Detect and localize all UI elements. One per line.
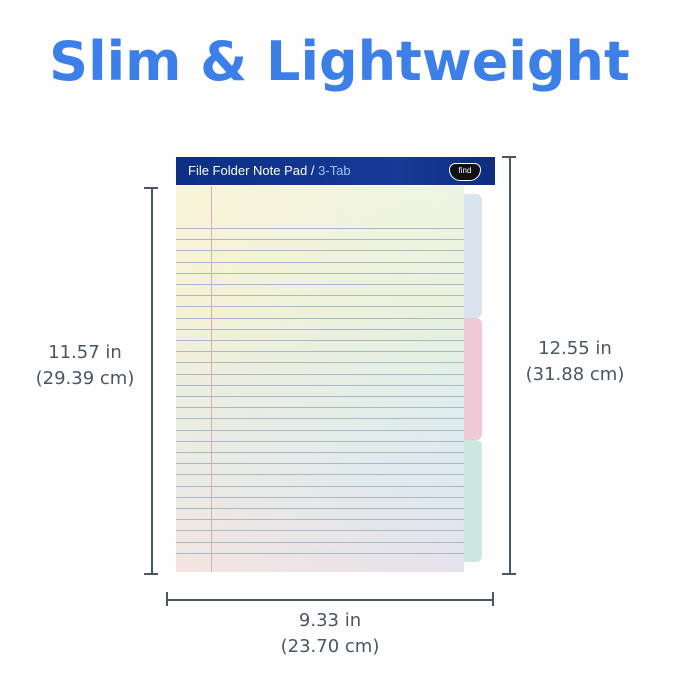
tab-1 bbox=[462, 194, 482, 318]
ruled-line bbox=[176, 407, 464, 409]
lined-paper bbox=[176, 186, 464, 572]
ruled-line bbox=[176, 418, 464, 420]
tab-2 bbox=[462, 318, 482, 440]
ruled-line bbox=[176, 519, 464, 521]
ruled-line bbox=[176, 396, 464, 397]
ruled-line bbox=[176, 228, 464, 229]
dim-cap bbox=[144, 187, 158, 189]
total-height-dimension-line bbox=[509, 156, 511, 574]
ruled-line bbox=[176, 474, 464, 476]
header-subtitle: 3-Tab bbox=[318, 163, 351, 178]
ruled-line bbox=[176, 272, 464, 274]
headline: Slim & Lightweight bbox=[49, 30, 630, 93]
ruled-line bbox=[176, 362, 464, 364]
ruled-line bbox=[176, 429, 464, 431]
ruled-line bbox=[176, 552, 464, 554]
dim-cap bbox=[502, 573, 516, 575]
ruled-line bbox=[176, 328, 464, 330]
dim-cap bbox=[144, 573, 158, 575]
width-dimension-line bbox=[166, 599, 493, 601]
ruled-line bbox=[176, 496, 464, 498]
ruled-line bbox=[176, 452, 464, 453]
ruled-line bbox=[176, 261, 464, 263]
paper-height-label: 11.57 in (29.39 cm) bbox=[35, 342, 135, 389]
dim-cap bbox=[492, 592, 494, 606]
dim-cap bbox=[502, 156, 516, 158]
dim-cap bbox=[166, 592, 168, 606]
ruled-line bbox=[176, 373, 464, 375]
ruled-line bbox=[176, 463, 464, 465]
ruled-line bbox=[176, 485, 464, 487]
ruled-line bbox=[176, 508, 464, 509]
ruled-line bbox=[176, 530, 464, 532]
ruled-line bbox=[176, 250, 464, 252]
ruled-line bbox=[176, 440, 464, 442]
ruled-line bbox=[176, 351, 464, 353]
width-label: 9.33 in (23.70 cm) bbox=[280, 610, 380, 657]
ruled-line bbox=[176, 340, 464, 341]
ruled-line bbox=[176, 541, 464, 543]
ruled-line bbox=[176, 284, 464, 285]
header-title: File Folder Note Pad bbox=[188, 163, 308, 178]
ruled-line bbox=[176, 384, 464, 386]
ruled-line bbox=[176, 306, 464, 308]
tab-3 bbox=[462, 440, 482, 562]
pad-header: File Folder Note Pad / 3-Tab find bbox=[176, 157, 495, 185]
height-dimension-line bbox=[151, 187, 153, 574]
ruled-line bbox=[176, 295, 464, 297]
ruled-line bbox=[176, 239, 464, 241]
ruled-line bbox=[176, 317, 464, 319]
brand-logo: find bbox=[449, 163, 481, 181]
margin-line bbox=[211, 186, 212, 572]
total-height-label: 12.55 in (31.88 cm) bbox=[525, 338, 625, 385]
